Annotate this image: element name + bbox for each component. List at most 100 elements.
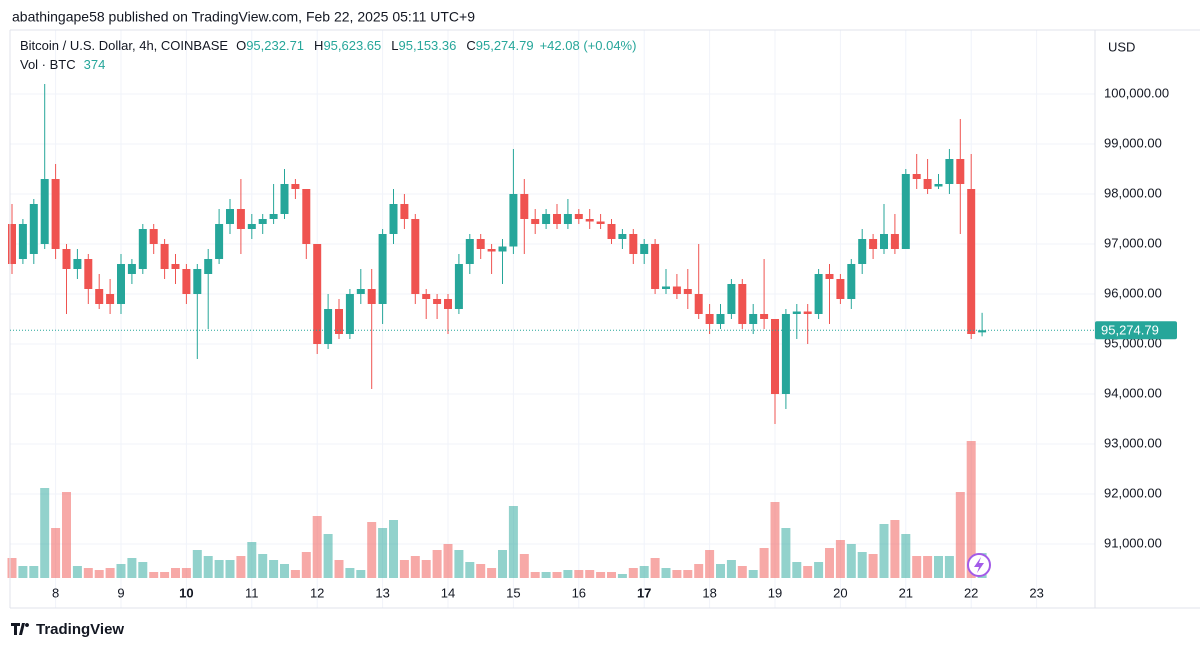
candle-body [215,224,224,259]
candle-body [934,184,943,187]
volume-bar [770,502,780,578]
volume-bar [454,550,464,578]
legend-key: O [236,38,246,53]
volume-bar [650,558,660,578]
volume-bar [508,506,518,578]
volume-bar [825,548,834,578]
volume-bar [312,516,322,578]
candle-body [814,274,823,314]
candle-body [836,279,845,299]
legend-value: 95,232.71 [246,38,304,53]
candle-body [760,314,769,319]
volume-bar [192,550,202,578]
candle-body [651,244,660,289]
volume-bar [323,534,333,578]
candle-body [127,264,136,274]
x-tick-label: 10 [179,585,193,600]
candle-body [749,314,758,324]
candle-body [945,159,954,184]
volume-bar [378,528,388,578]
volume-bar [487,568,497,578]
volume-bar [432,550,442,578]
volume-bar [181,568,191,578]
candle-body [356,289,365,294]
volume-bar [236,556,246,578]
volume-bar [661,568,671,578]
candle-body [204,259,213,274]
candle-body [280,184,289,214]
volume-name: Vol · BTC [20,57,76,72]
volume-bar [258,554,268,578]
candle-body [847,264,856,299]
candle-body [335,309,343,334]
x-tick-label: 21 [899,585,913,600]
candle-body [727,284,736,314]
candle-body [498,246,507,252]
candle-body [247,224,256,229]
candle-body [269,214,278,219]
volume-bar [530,572,540,578]
volume-bar [105,568,115,578]
last-price-label: 95,274.79 [1101,323,1159,338]
candle-body [880,234,888,249]
volume-bar [280,564,289,578]
volume-bar [683,570,693,578]
volume-bar [389,520,398,578]
volume-bar [345,568,355,578]
assistant-icon[interactable] [967,553,991,577]
volume-bar [334,560,344,578]
volume-bar [465,562,475,578]
volume-bar [541,572,551,578]
y-tick-label: 97,000.00 [1104,235,1162,250]
candle-body [149,229,158,244]
candle-body [171,264,180,269]
volume-bar [857,552,867,578]
candle-body [705,314,714,324]
publisher-header: abathingape58 published on TradingView.c… [12,9,475,25]
candle-body [62,249,71,269]
x-tick-label: 20 [833,585,847,600]
legend-volume: Vol · BTC 374 [20,57,105,72]
volume-bar [203,556,213,578]
volume-bar [160,572,170,578]
y-tick-label: 92,000.00 [1104,485,1162,500]
legend-name: Bitcoin / U.S. Dollar, 4h, COINBASE [20,38,228,53]
volume-bar [814,562,824,578]
candle-body [967,189,976,334]
candle-body [738,284,747,324]
candle-body [411,219,420,294]
x-tick-label: 15 [506,585,520,600]
x-tick-label: 19 [768,585,782,600]
volume-bar [792,562,802,578]
volume-bar [585,570,595,578]
volume-bar [846,544,856,578]
candle-body [291,184,300,189]
candle-body [509,194,518,247]
legend-key: C [466,38,475,53]
volume-bar [29,566,39,578]
volume-bar [563,570,573,578]
volume-bar [901,534,911,578]
volume-bar [726,560,736,578]
candle-body [465,239,474,264]
volume-layer [7,441,987,578]
candle-body [51,179,60,249]
candle-body [454,264,463,309]
candle-body [803,311,812,314]
volume-bar [476,564,486,578]
candle-body [345,294,354,334]
volume-bar [639,566,649,578]
volume-bar [83,568,93,578]
candle-body [563,214,572,224]
y-tick-label: 96,000.00 [1104,285,1162,300]
volume-bar [737,566,747,578]
candle-body [520,194,529,219]
x-tick-label: 22 [964,585,978,600]
volume-bar [912,556,922,578]
x-tick-label: 8 [52,585,59,600]
volume-bar [890,520,900,578]
volume-bar [247,542,257,578]
y-tick-label: 93,000.00 [1104,435,1162,450]
candle-body [476,239,485,249]
candle-body [138,229,147,269]
